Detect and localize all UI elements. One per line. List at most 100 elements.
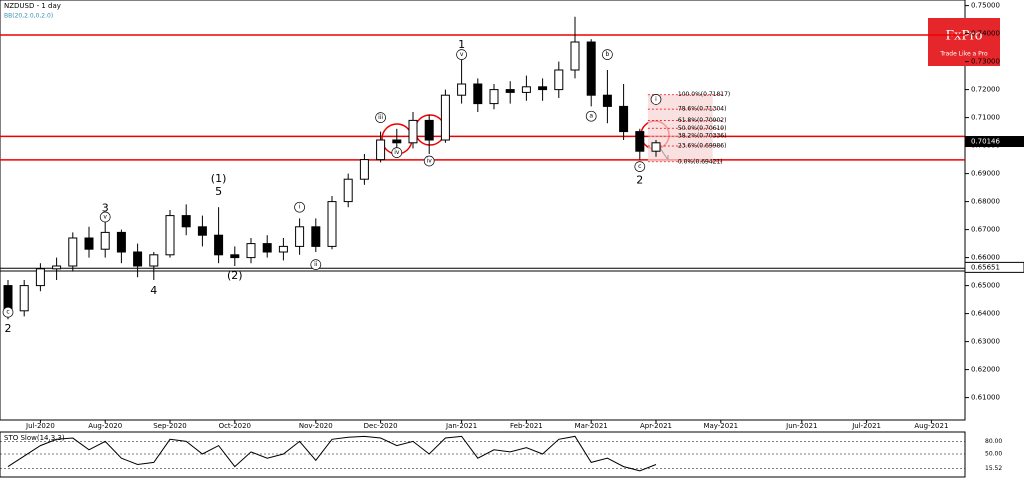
y-tick-label: 0.62000 [971, 366, 1000, 374]
candle-body [327, 201, 337, 247]
candle-body [408, 119, 418, 144]
wave-circle [650, 94, 662, 105]
y-tick-label: 0.68000 [971, 198, 1000, 206]
wave-label: 4 [150, 284, 157, 297]
logo [928, 18, 1000, 66]
x-tick-label: Aug-2021 [914, 422, 948, 430]
candle-body [521, 86, 531, 93]
x-tick-label: Apr-2021 [640, 422, 672, 430]
candle-body [538, 86, 548, 91]
price-tag-bg [964, 261, 1024, 273]
candle-body [197, 226, 207, 236]
wave-label: i [655, 96, 657, 103]
candle-body [262, 243, 272, 253]
candle-body [457, 83, 467, 96]
wave-label: (1) [211, 172, 227, 185]
y-tick-label: 0.61000 [971, 394, 1000, 402]
wave-label: 2 [5, 322, 12, 335]
candle-body [505, 89, 515, 93]
wave-circle [423, 155, 435, 167]
candle-body [116, 231, 126, 253]
candle-body [602, 94, 612, 107]
x-tick-label: Aug-2020 [88, 422, 122, 430]
wave-circle [2, 306, 14, 318]
logo-slogan: Trade Like a Pro [939, 51, 988, 58]
candle-body [149, 254, 159, 267]
candle-body [554, 69, 564, 91]
candle-body [165, 215, 175, 256]
x-tick-label: Jul-2021 [851, 422, 881, 430]
wave-label: iii [378, 114, 383, 121]
chart-title: NZDUSD - 1 day [4, 2, 61, 10]
y-tick-label: 0.67000 [971, 226, 1000, 234]
fib-label: 61.8%(0.70902) [678, 117, 727, 124]
candle-body [311, 226, 321, 247]
candle-body [133, 251, 143, 267]
wave-label: (2) [227, 269, 243, 282]
x-tick-label: May-2021 [703, 422, 738, 430]
wave-label: v [103, 214, 107, 221]
wave-label: ii [314, 261, 318, 268]
x-tick-label: Jul-2020 [25, 422, 55, 430]
candle-body [440, 94, 450, 141]
candle-body [181, 215, 191, 228]
y-tick-label: 0.71000 [971, 114, 1000, 122]
wave-label: c [638, 163, 641, 170]
wave-circle [310, 259, 322, 270]
y-tick-label: 0.75000 [971, 2, 1000, 10]
wave-circle [99, 211, 111, 223]
sto-tick-label: 15.52 [985, 465, 1002, 472]
candle-body [246, 243, 256, 259]
wave-label: 3 [102, 202, 109, 215]
y-tick-label: 0.66000 [971, 254, 1000, 262]
candle-body [570, 41, 580, 71]
candle-body [52, 265, 62, 270]
candle-body [343, 178, 353, 203]
y-tick-label: 0.63000 [971, 338, 1000, 346]
y-tick-label: 0.69000 [971, 170, 1000, 178]
candle-body [376, 139, 386, 161]
wave-label: v [460, 51, 464, 58]
candle-body [473, 83, 483, 105]
candle-body [35, 268, 45, 287]
wave-label: 1 [458, 38, 465, 51]
sto-tick-label: 80.00 [985, 438, 1002, 445]
y-tick-label: 0.73000 [971, 58, 1000, 66]
x-tick-label: Mar-2021 [575, 422, 608, 430]
x-tick-label: Jun-2021 [785, 422, 817, 430]
y-tick-label: 0.72000 [971, 86, 1000, 94]
price-tag: 0.70146 [971, 138, 1000, 146]
wave-label: a [589, 113, 593, 120]
candle-body [295, 226, 305, 247]
y-tick-label: 0.64000 [971, 310, 1000, 318]
x-tick-label: Sep-2020 [153, 422, 187, 430]
sto-panel [0, 431, 966, 478]
candle-body [230, 254, 240, 259]
sto-tick-label: 50.00 [985, 451, 1002, 458]
candle-body [635, 131, 645, 152]
candle-body [424, 119, 434, 141]
wave-circle [294, 201, 305, 213]
y-tick-label: 0.65000 [971, 282, 1000, 290]
candle-body [359, 159, 369, 180]
main-panel [0, 0, 966, 421]
wave-label: i [299, 204, 301, 211]
fib-label: 50.0%(0.70619) [678, 125, 727, 132]
candle-body [619, 105, 629, 133]
wave-label: 5 [215, 185, 222, 198]
fib-label: 23.6%(0.69986) [678, 142, 727, 149]
wave-circle [391, 147, 403, 158]
candle-body [19, 285, 29, 312]
wave-label: iv [427, 158, 433, 165]
wave-label: c [6, 309, 9, 316]
fib-label: 78.6%(0.71304) [678, 106, 727, 113]
sto-line [7, 435, 657, 472]
y-tick-label: 0.74000 [971, 30, 1000, 38]
fib-label: 38.2%(0.70336) [678, 133, 727, 140]
candle-body [278, 245, 288, 253]
indicator-label: BB(20,2.0,0,2.0) [4, 13, 53, 20]
price-tag-bg [964, 136, 1024, 148]
sto-label: STO Slow(14,3,3) [4, 434, 65, 442]
candle-body [100, 231, 110, 250]
